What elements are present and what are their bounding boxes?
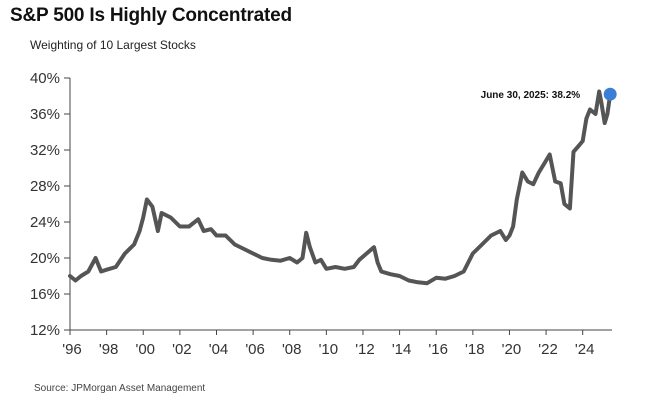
- x-tick-label: '00: [135, 341, 155, 358]
- chart-subtitle: Weighting of 10 Largest Stocks: [30, 38, 196, 52]
- y-tick-label: 12%: [30, 322, 60, 339]
- latest-value-marker: [603, 87, 617, 101]
- series-line: [68, 89, 613, 286]
- x-axis: '96 '98 '00 '02 '04 '06 '08 '10 '12 '14 '16 '18 '20 '…: [62, 329, 612, 358]
- series-layer: [68, 89, 613, 286]
- annotation-layer: June 30, 2025: 38.2%: [481, 87, 617, 101]
- x-tick-label: '18: [465, 341, 485, 358]
- x-tick-label: '14: [392, 341, 412, 358]
- y-tick-label: 32%: [30, 142, 60, 159]
- x-tick-label: '06: [245, 341, 265, 358]
- x-tick-label: '12: [355, 341, 375, 358]
- source-note: Source: JPMorgan Asset Management: [34, 383, 206, 394]
- x-tick-label: '08: [282, 341, 302, 358]
- x-tick-label: '02: [172, 341, 192, 358]
- x-tick-label: '98: [99, 341, 119, 358]
- y-tick-label: 36%: [30, 106, 60, 123]
- annotation-label: June 30, 2025: 38.2%: [481, 90, 581, 101]
- x-tick-label: '20: [502, 341, 522, 358]
- x-tick-label: '10: [319, 341, 339, 358]
- y-tick-label: 24%: [30, 214, 60, 231]
- y-tick-label: 40%: [30, 70, 60, 87]
- x-tick-label: '04: [209, 341, 229, 358]
- x-tick-label: '16: [428, 341, 448, 358]
- x-tick-label: '96: [62, 341, 82, 358]
- x-tick-label: '22: [538, 341, 558, 358]
- x-tick-label: '24: [575, 341, 595, 358]
- y-axis: 12% 16% 20% 24% 28% 32% 36% 40%: [30, 70, 71, 339]
- y-tick-label: 16%: [30, 286, 60, 303]
- y-tick-label: 28%: [30, 178, 60, 195]
- chart-title: S&P 500 Is Highly Concentrated: [10, 5, 292, 26]
- y-tick-label: 20%: [30, 250, 60, 267]
